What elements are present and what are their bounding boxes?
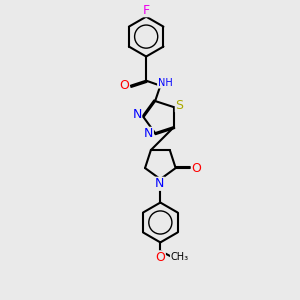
Text: O: O xyxy=(155,251,165,264)
Text: N: N xyxy=(144,128,153,140)
Text: CH₃: CH₃ xyxy=(170,252,189,262)
Text: O: O xyxy=(119,79,129,92)
Text: F: F xyxy=(142,4,150,17)
Text: N: N xyxy=(132,108,142,121)
Text: NH: NH xyxy=(158,78,172,88)
Text: O: O xyxy=(191,162,201,175)
Text: N: N xyxy=(155,177,164,190)
Text: S: S xyxy=(176,99,183,112)
